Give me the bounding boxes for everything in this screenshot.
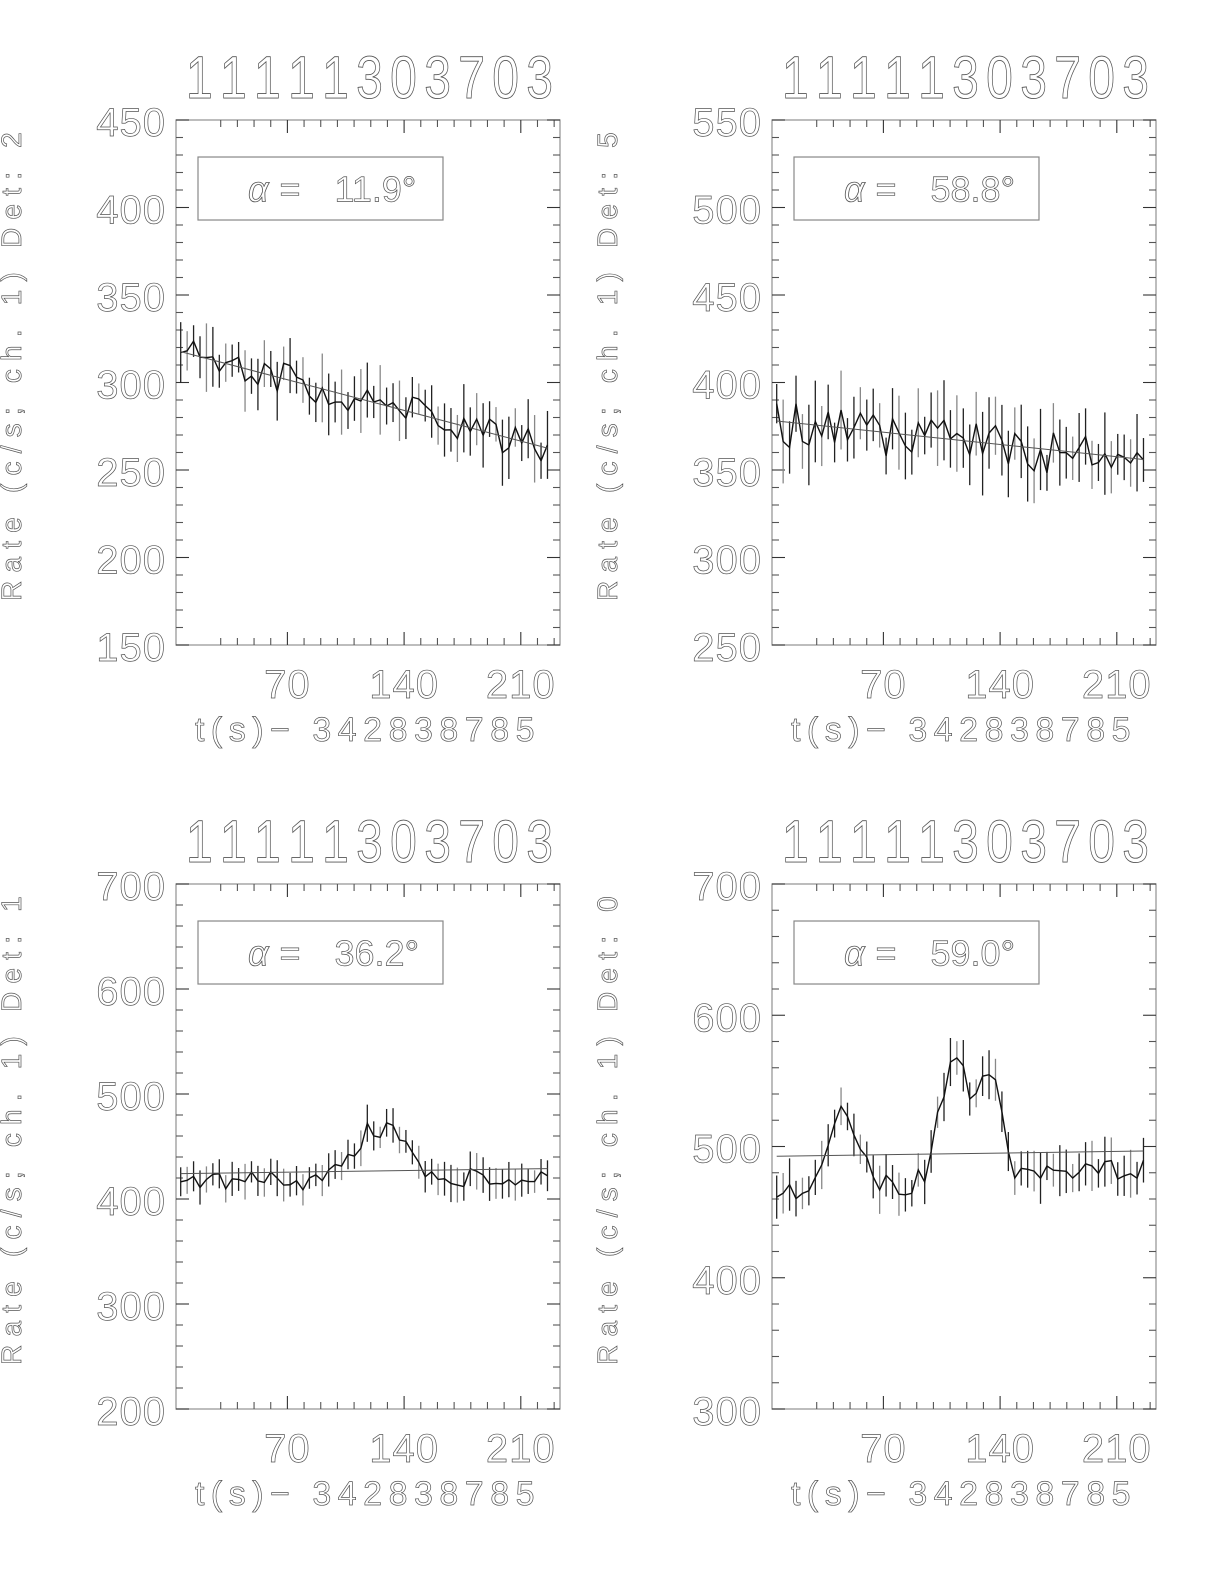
svg-text:200: 200 bbox=[96, 1390, 166, 1434]
svg-text:α: α bbox=[844, 933, 866, 974]
svg-text:550: 550 bbox=[692, 101, 762, 145]
svg-text:600: 600 bbox=[692, 996, 762, 1040]
svg-text:=: = bbox=[875, 169, 896, 210]
svg-text:250: 250 bbox=[692, 626, 762, 670]
svg-text:t(s)− 342838785: t(s)− 342838785 bbox=[791, 1475, 1137, 1513]
svg-text:300: 300 bbox=[692, 1390, 762, 1434]
svg-text:58.8°: 58.8° bbox=[931, 169, 1015, 210]
svg-text:70: 70 bbox=[860, 1427, 907, 1471]
svg-text:140: 140 bbox=[965, 663, 1035, 707]
svg-text:1 1 1 1 1 3 0 3 7 0 3: 1 1 1 1 1 3 0 3 7 0 3 bbox=[782, 46, 1147, 112]
svg-text:t(s)− 342838785: t(s)− 342838785 bbox=[195, 711, 541, 749]
svg-text:1 1 1 1 1 3 0 3 7 0 3: 1 1 1 1 1 3 0 3 7 0 3 bbox=[186, 810, 551, 876]
svg-text:450: 450 bbox=[692, 276, 762, 320]
svg-text:300: 300 bbox=[96, 1285, 166, 1329]
svg-text:1 1 1 1 1 3 0 3 7 0 3: 1 1 1 1 1 3 0 3 7 0 3 bbox=[782, 810, 1147, 876]
svg-text:t(s)− 342838785: t(s)− 342838785 bbox=[195, 1475, 541, 1513]
svg-text:210: 210 bbox=[486, 663, 556, 707]
svg-text:Rate (c/s; ch. 1) Det: 1: Rate (c/s; ch. 1) Det: 1 bbox=[0, 888, 27, 1365]
svg-text:=: = bbox=[875, 933, 896, 974]
svg-text:150: 150 bbox=[96, 626, 166, 670]
svg-text:140: 140 bbox=[965, 1427, 1035, 1471]
svg-text:140: 140 bbox=[369, 1427, 439, 1471]
svg-text:70: 70 bbox=[860, 663, 907, 707]
svg-text:210: 210 bbox=[1082, 663, 1152, 707]
svg-text:350: 350 bbox=[96, 276, 166, 320]
svg-text:Rate (c/s; ch. 1) Det: 0: Rate (c/s; ch. 1) Det: 0 bbox=[592, 888, 623, 1365]
svg-text:210: 210 bbox=[486, 1427, 556, 1471]
svg-text:11.9°: 11.9° bbox=[335, 169, 417, 210]
svg-text:600: 600 bbox=[96, 970, 166, 1014]
svg-text:400: 400 bbox=[96, 189, 166, 233]
svg-text:70: 70 bbox=[264, 663, 311, 707]
svg-text:α: α bbox=[844, 169, 866, 210]
svg-text:210: 210 bbox=[1082, 1427, 1152, 1471]
svg-text:450: 450 bbox=[96, 101, 166, 145]
svg-text:500: 500 bbox=[96, 1075, 166, 1119]
svg-text:200: 200 bbox=[96, 539, 166, 583]
svg-text:400: 400 bbox=[692, 364, 762, 408]
svg-text:500: 500 bbox=[692, 189, 762, 233]
svg-text:700: 700 bbox=[692, 865, 762, 909]
svg-text:α: α bbox=[248, 933, 270, 974]
svg-text:t(s)− 342838785: t(s)− 342838785 bbox=[791, 711, 1137, 749]
svg-text:400: 400 bbox=[96, 1180, 166, 1224]
svg-text:350: 350 bbox=[692, 451, 762, 495]
svg-text:Rate (c/s; ch. 1) Det: 2: Rate (c/s; ch. 1) Det: 2 bbox=[0, 124, 27, 601]
svg-text:59.0°: 59.0° bbox=[931, 933, 1015, 974]
svg-text:500: 500 bbox=[692, 1128, 762, 1172]
svg-text:400: 400 bbox=[692, 1259, 762, 1303]
svg-text:1 1 1 1 1 3 0 3 7 0 3: 1 1 1 1 1 3 0 3 7 0 3 bbox=[186, 46, 551, 112]
svg-text:250: 250 bbox=[96, 451, 166, 495]
svg-text:300: 300 bbox=[692, 539, 762, 583]
svg-text:36.2°: 36.2° bbox=[335, 933, 419, 974]
svg-text:140: 140 bbox=[369, 663, 439, 707]
svg-text:Rate (c/s; ch. 1) Det: 5: Rate (c/s; ch. 1) Det: 5 bbox=[592, 124, 623, 601]
svg-text:=: = bbox=[279, 933, 300, 974]
svg-text:=: = bbox=[279, 169, 300, 210]
svg-text:700: 700 bbox=[96, 865, 166, 909]
svg-text:70: 70 bbox=[264, 1427, 311, 1471]
svg-text:α: α bbox=[248, 169, 270, 210]
svg-text:300: 300 bbox=[96, 364, 166, 408]
